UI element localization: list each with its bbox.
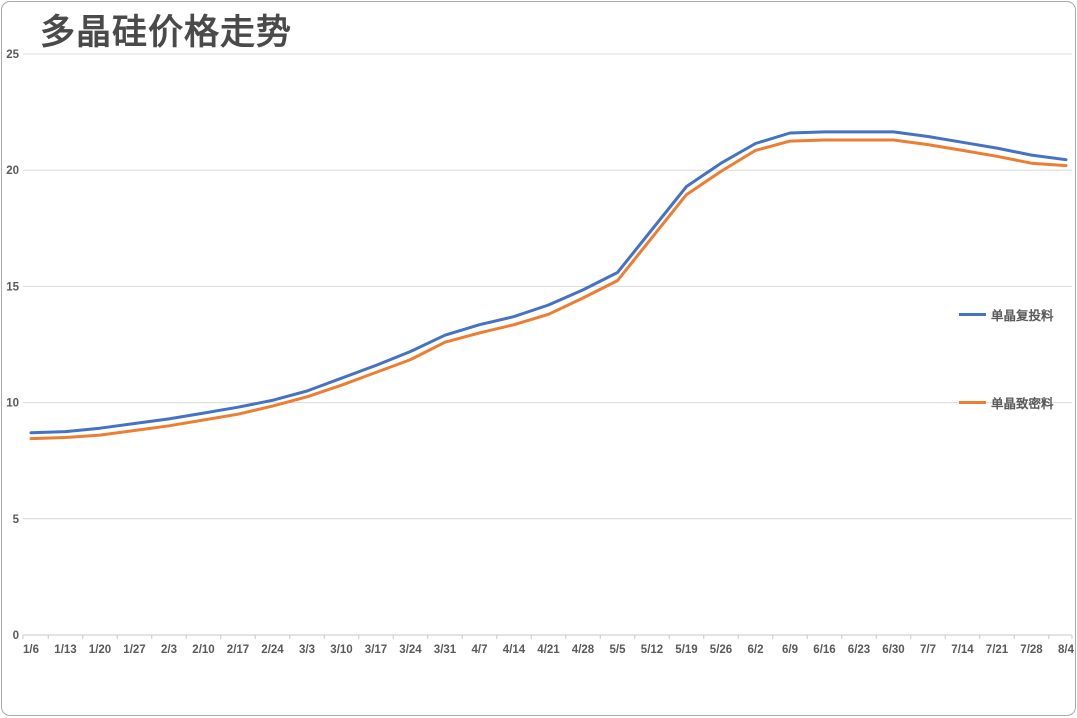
x-tick-label: 8/4 [1058, 644, 1075, 656]
legend-item-mono-dense-poly: 单晶致密料 [959, 393, 1054, 412]
y-tick-label: 5 [13, 514, 20, 526]
x-tick-label: 5/19 [675, 644, 697, 656]
x-tick-label: 2/17 [227, 644, 249, 656]
legend-label: 单晶致密料 [991, 397, 1054, 411]
x-tick-label: 4/21 [537, 644, 560, 656]
x-tick-label: 1/20 [89, 644, 111, 656]
x-tick-label: 4/7 [472, 644, 488, 656]
x-tick-label: 5/26 [710, 644, 732, 656]
x-tick-label: 1/27 [123, 644, 145, 656]
x-tick-label: 6/16 [813, 644, 835, 656]
y-tick-label: 0 [13, 630, 19, 642]
x-tick-label: 6/9 [782, 644, 798, 656]
y-tick-label: 15 [6, 281, 19, 293]
chart-title: 多晶硅价格走势 [40, 13, 293, 52]
x-tick-label: 4/14 [503, 644, 526, 656]
x-tick-label: 6/30 [882, 644, 904, 656]
x-tick-label: 6/2 [748, 644, 764, 656]
x-tick-label: 5/12 [641, 644, 663, 656]
legend-line-swatch-orange [959, 401, 986, 404]
x-tick-label: 2/3 [161, 644, 177, 656]
x-tick-label: 3/10 [330, 644, 352, 656]
x-tick-label: 7/21 [986, 644, 1009, 656]
x-tick-label: 5/5 [610, 644, 627, 656]
legend-item-mono-recharge-poly: 单晶复投料 [959, 305, 1054, 324]
x-tick-label: 3/24 [399, 644, 422, 656]
x-tick-label: 2/24 [261, 644, 284, 656]
x-tick-label: 2/10 [192, 644, 214, 656]
x-tick-label: 1/13 [54, 644, 76, 656]
x-tick-label: 7/7 [920, 644, 936, 656]
legend-label: 单晶复投料 [991, 309, 1054, 323]
x-tick-label: 4/28 [572, 644, 595, 656]
y-tick-label: 25 [6, 49, 19, 61]
y-tick-label: 20 [6, 165, 19, 177]
x-tick-label: 3/31 [434, 644, 457, 656]
x-tick-label: 6/23 [848, 644, 870, 656]
x-tick-label: 3/3 [299, 644, 315, 656]
x-tick-label: 1/6 [23, 644, 39, 656]
series-line-单晶致密料 [29, 138, 1068, 441]
y-tick-label: 10 [6, 398, 19, 410]
x-tick-label: 7/14 [951, 644, 974, 656]
x-tick-label: 3/17 [365, 644, 387, 656]
legend-line-swatch-blue [959, 313, 986, 316]
x-tick-label: 7/28 [1020, 644, 1043, 656]
series-line-单晶复投料 [29, 130, 1068, 435]
